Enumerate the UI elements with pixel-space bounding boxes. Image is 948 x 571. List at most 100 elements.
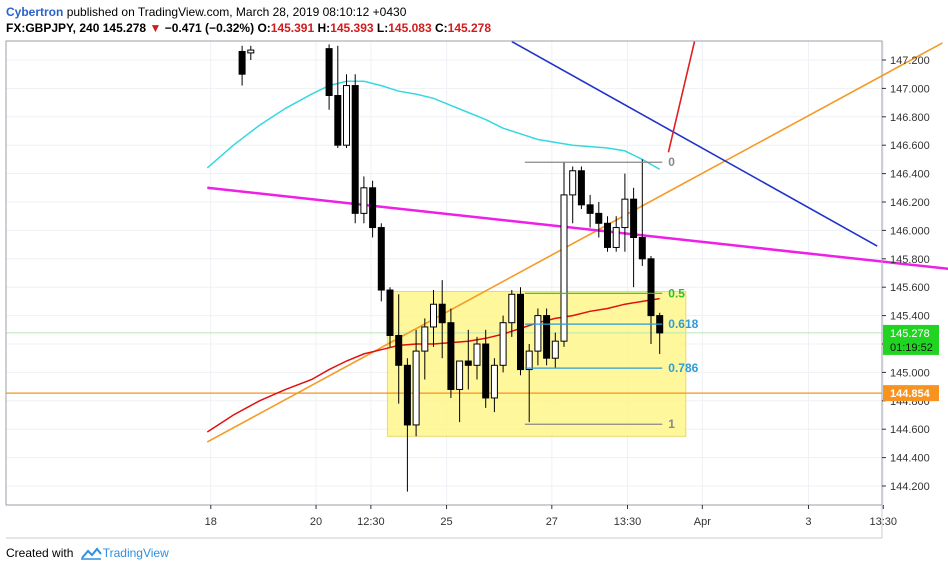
- footer: Created with TradingView: [6, 545, 169, 561]
- x-tick-label: 27: [546, 516, 558, 528]
- candle-bear: [325, 48, 333, 96]
- x-tick-label: 18: [205, 516, 217, 528]
- price-chart[interactable]: 0 0.5 0.618 0.786 1 144.200 144.400 144.600 144…: [0, 0, 948, 540]
- hline-price-badge: [883, 385, 939, 402]
- grid: [6, 41, 884, 505]
- y-tick-label: 145.600: [890, 282, 930, 294]
- candle-bear: [369, 187, 377, 229]
- candle-bull: [412, 350, 420, 426]
- x-tick-label: 13:30: [614, 516, 642, 528]
- open-label: O:: [257, 21, 271, 35]
- close-label: C:: [434, 21, 448, 35]
- candle-bull: [247, 49, 255, 54]
- fib-level-label: 0: [668, 155, 675, 169]
- trendlines[interactable]: [206, 40, 948, 443]
- candle-bull: [490, 364, 498, 399]
- candle-bull: [508, 293, 516, 324]
- last-price-badge: [883, 324, 939, 355]
- y-tick-label: 146.800: [890, 112, 930, 124]
- trendline: [511, 40, 878, 247]
- y-tick-label: 147.200: [890, 55, 930, 67]
- low-value: 145.083: [388, 21, 432, 35]
- last-price: 145.278: [102, 21, 147, 35]
- fib-levels[interactable]: 0 0.5 0.618 0.786 1: [524, 155, 699, 431]
- candle-bear: [438, 303, 446, 324]
- candle-bull: [456, 360, 464, 390]
- candle-bear: [238, 50, 246, 75]
- candle-bull: [499, 322, 507, 366]
- candle-bear: [604, 222, 611, 248]
- candle-bull: [560, 194, 568, 342]
- x-tick-label: 13:30: [870, 516, 898, 528]
- chart-header: Cybertron published on TradingView.com, …: [6, 4, 936, 36]
- candle-bear: [334, 95, 342, 146]
- candle-bear: [630, 198, 638, 239]
- candle-bear: [638, 237, 646, 260]
- symbol-label[interactable]: FX:GBPJPY, 240: [6, 21, 100, 35]
- y-tick-label: 144.200: [890, 481, 930, 493]
- close-value: 145.278: [447, 21, 492, 35]
- candle-bull: [430, 303, 437, 328]
- candle-bull: [525, 350, 533, 371]
- created-with-label: Created with: [6, 546, 74, 560]
- candle-bear: [482, 343, 490, 399]
- candle-bear: [517, 293, 524, 371]
- candle-bear: [543, 315, 551, 359]
- horizontal-lines[interactable]: [6, 332, 882, 394]
- candle-bear: [577, 170, 585, 206]
- axes: 144.200144.400144.600144.800145.000145.2…: [5, 40, 939, 539]
- trendline: [206, 42, 943, 443]
- fib-level-label: 0.618: [668, 317, 698, 331]
- x-tick-label: 20: [310, 516, 322, 528]
- y-tick-label: 146.400: [890, 169, 930, 181]
- high-value: 145.393: [330, 21, 374, 35]
- high-label: H:: [317, 21, 331, 35]
- candle-bear: [377, 227, 385, 291]
- candle-bull: [343, 85, 350, 146]
- candle-bull: [473, 343, 481, 366]
- candle-bull: [534, 315, 542, 352]
- y-tick-label: 145.800: [890, 254, 930, 266]
- candle-bull: [421, 326, 429, 352]
- y-tick-label: 146.000: [890, 225, 930, 237]
- candle-bear: [447, 322, 455, 390]
- last-price-label: 145.278: [890, 328, 930, 340]
- y-tick-label: 145.000: [890, 367, 930, 379]
- author-name[interactable]: Cybertron: [6, 5, 64, 19]
- candle-bull: [612, 227, 620, 248]
- open-value: 145.391: [270, 21, 315, 35]
- candle-bear: [595, 212, 603, 224]
- candle-bull: [621, 198, 629, 229]
- change-down-icon: ▼: [149, 21, 162, 35]
- candle-bull: [551, 340, 559, 359]
- tradingview-cloud-icon: [80, 547, 102, 560]
- price-change: −0.471 (−0.32%): [164, 21, 255, 35]
- candle-bear: [403, 364, 411, 426]
- candle-bull: [360, 187, 368, 214]
- low-label: L:: [376, 21, 389, 35]
- tradingview-brand[interactable]: TradingView: [102, 546, 169, 560]
- y-tick-label: 147.000: [890, 83, 930, 95]
- symbol-line: FX:GBPJPY, 240 145.278 ▼ −0.471 (−0.32%)…: [6, 20, 936, 36]
- candle-bear: [586, 204, 594, 214]
- y-tick-label: 146.200: [890, 197, 930, 209]
- x-tick-label: Apr: [694, 516, 711, 528]
- y-tick-label: 144.600: [890, 424, 930, 436]
- candle-bear: [386, 289, 394, 336]
- fib-level-label: 0.786: [668, 361, 698, 375]
- moving-average-line: [206, 80, 661, 170]
- candle-bear: [395, 334, 403, 366]
- bar-countdown-label: 01:19:52: [890, 342, 933, 354]
- y-tick-label: 145.400: [890, 311, 930, 323]
- x-tick-label: 3: [805, 516, 811, 528]
- hline-price-label: 144.854: [890, 388, 931, 400]
- candle-bear: [351, 85, 359, 214]
- trendline: [207, 186, 948, 271]
- publish-info: published on TradingView.com, March 28, …: [66, 5, 407, 19]
- y-tick-label: 144.400: [890, 453, 930, 465]
- plot-border: [5, 40, 883, 506]
- candle-bear: [464, 360, 472, 366]
- candle-bear: [647, 258, 655, 317]
- publish-line: Cybertron published on TradingView.com, …: [6, 4, 936, 20]
- trendline: [667, 41, 696, 153]
